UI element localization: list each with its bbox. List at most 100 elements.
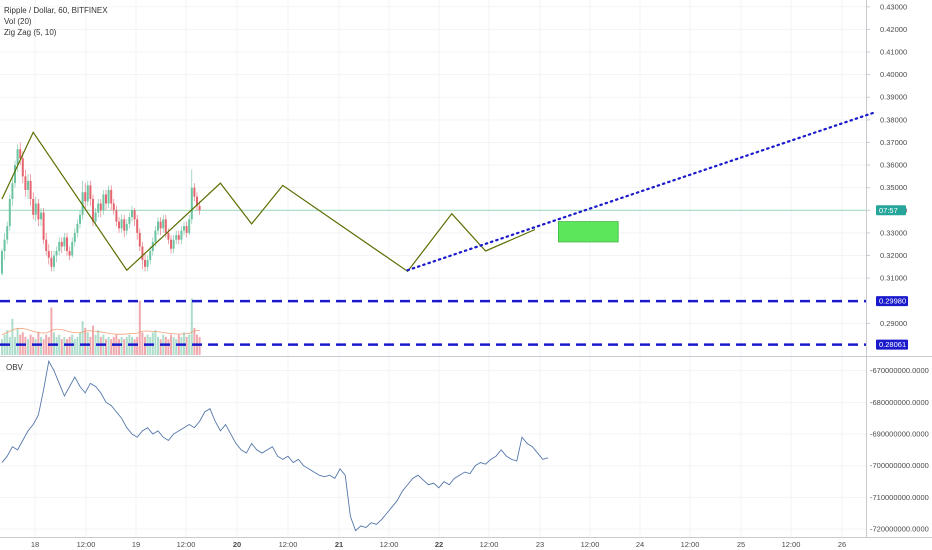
candle-body (105, 194, 107, 204)
zigzag-indicator-label[interactable]: Zig Zag (5, 10) (4, 28, 57, 37)
obv-panel-title: OBV (6, 363, 23, 372)
volume-bar (76, 336, 79, 355)
level-price-label: 0.28061 (879, 340, 906, 349)
volume-bar (154, 330, 157, 355)
candle-body (157, 221, 159, 231)
price-tick-label: 0.29000 (880, 319, 907, 328)
candle-body (6, 226, 9, 240)
candle-body (68, 250, 71, 256)
candle-body (89, 185, 92, 199)
obv-tick-label: -700000000.0000 (870, 461, 929, 470)
volume-bar (14, 336, 16, 355)
candle-body (14, 165, 16, 184)
volume-bar (94, 334, 97, 355)
candle-body (110, 189, 113, 204)
volume-bar (47, 336, 50, 355)
volume-bar (63, 336, 66, 355)
candle-body (94, 212, 97, 222)
candle-body (125, 223, 128, 231)
obv-tick-label: -710000000.0000 (870, 493, 929, 502)
candle-body (1, 250, 3, 274)
volume-bar (92, 325, 94, 355)
candle-body (86, 185, 89, 202)
candle-body (138, 232, 141, 247)
candle-body (115, 210, 118, 222)
volume-bar (138, 300, 141, 355)
candle-body (175, 235, 178, 240)
time-tick-label: 18 (31, 540, 39, 549)
candle-body (112, 203, 115, 211)
candle-body (34, 203, 37, 215)
volume-bar (136, 336, 139, 355)
candle-body (167, 232, 170, 240)
obv-tick-label: -720000000.0000 (870, 525, 929, 534)
price-tick-label: 0.31000 (880, 274, 907, 283)
current-price-box (876, 205, 906, 216)
volume-bar (112, 336, 115, 355)
candle-body (73, 232, 76, 242)
volume-bar (193, 327, 196, 355)
candle-body (79, 214, 81, 224)
volume-bar (141, 332, 144, 355)
candle-body (136, 219, 139, 233)
candle-body (42, 212, 45, 240)
volume-bar (6, 330, 9, 355)
volume-bar (89, 336, 92, 355)
candle-body (32, 198, 35, 215)
candle-body (172, 239, 175, 249)
volume-bar (84, 327, 87, 355)
target-zone[interactable] (558, 221, 619, 243)
price-tick-label: 0.42000 (880, 25, 907, 34)
candle-body (97, 203, 100, 213)
volume-bar (45, 334, 48, 355)
candle-body (58, 241, 61, 251)
volume-bar (24, 336, 27, 355)
price-tick-label: 0.39000 (880, 93, 907, 102)
obv-line (1, 359, 549, 532)
zigzag-line (1, 131, 536, 273)
candle-body (185, 226, 188, 233)
candle-body (3, 239, 6, 251)
price-tick-label: 0.33000 (880, 228, 907, 237)
candle-body (133, 210, 136, 220)
volume-bar (40, 336, 42, 355)
candle-body (149, 250, 152, 261)
candle-body (27, 180, 29, 190)
candle-body (45, 239, 48, 251)
candle-body (141, 246, 144, 261)
candle-body (66, 237, 68, 251)
trendline[interactable] (406, 110, 878, 272)
candle-body (47, 250, 50, 258)
candle-body (188, 219, 191, 233)
time-tick-label: 12:00 (380, 540, 399, 549)
volume-bar (73, 339, 76, 355)
candle-body (53, 255, 55, 267)
candle-body (180, 230, 183, 240)
volume-bar (11, 318, 14, 355)
candle-body (40, 212, 42, 220)
volume-bar (157, 336, 159, 355)
candle-body (183, 226, 185, 231)
volume-bar (190, 298, 193, 355)
candle-body (29, 180, 32, 199)
volume-indicator-label[interactable]: Vol (20) (4, 17, 32, 26)
candle-body (131, 210, 133, 218)
time-tick-label: 12:00 (480, 540, 499, 549)
time-tick-label: 12:00 (782, 540, 801, 549)
time-tick-label: 24 (636, 540, 644, 549)
volume-bar (164, 336, 167, 355)
time-tick-label: 20 (233, 540, 241, 549)
price-tick-label: 0.36000 (880, 161, 907, 170)
volume-bar (180, 336, 183, 355)
candle-body (92, 198, 94, 222)
candle-body (177, 235, 180, 240)
candle-body (146, 260, 149, 267)
chart-title: Ripple / Dollar, 60, BITFINEX (4, 6, 108, 15)
volume-bar (50, 307, 53, 355)
time-tick-label: 12:00 (681, 540, 700, 549)
volume-bar (107, 336, 110, 355)
volume-bar (198, 336, 201, 355)
volume-bar (159, 339, 162, 355)
volume-bar (131, 336, 133, 355)
